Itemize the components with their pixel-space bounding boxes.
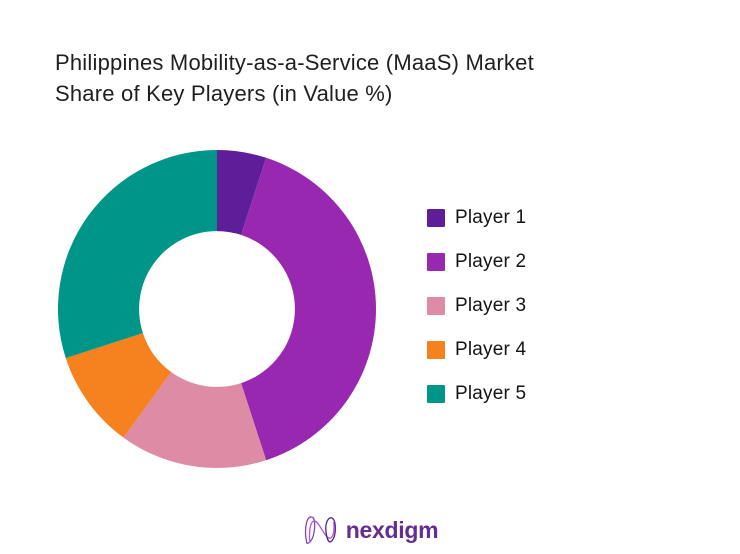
donut-slice-player-5 [57,150,217,359]
legend-item-player-3: Player 3 [427,295,527,316]
page-title-line-1: Philippines Mobility-as-a-Service (MaaS)… [55,50,534,75]
legend-item-player-2: Player 2 [427,251,527,272]
legend-swatch [427,253,445,271]
legend-swatch [427,297,445,315]
donut-slice-player-4 [65,333,172,438]
nexdigm-wave-icon [304,516,336,544]
brand-logo: nexdigm [302,512,439,548]
donut-chart-svg [57,150,377,468]
legend-swatch [427,341,445,359]
donut-slice-player-3 [123,372,267,468]
legend-item-player-1: Player 1 [427,207,527,228]
legend-item-player-4: Player 4 [427,339,527,360]
legend-label: Player 3 [455,295,527,316]
page-title: Philippines Mobility-as-a-Service (MaaS)… [55,47,534,109]
legend-swatch [427,385,445,403]
legend-label: Player 2 [455,251,527,272]
page-title-line-2: Share of Key Players (in Value %) [55,81,393,106]
donut-slice-player-2 [241,157,377,461]
donut-slice-player-1 [217,150,267,235]
legend-label: Player 1 [455,207,527,228]
donut-chart [57,149,377,469]
nexdigm-wordmark: nexdigm [345,516,439,543]
legend-label: Player 4 [455,339,527,360]
chart-legend: Player 1 Player 2 Player 3 Player 4 Play… [427,207,527,429]
legend-swatch [427,209,445,227]
legend-item-player-5: Player 5 [427,383,527,404]
legend-label: Player 5 [455,383,527,404]
